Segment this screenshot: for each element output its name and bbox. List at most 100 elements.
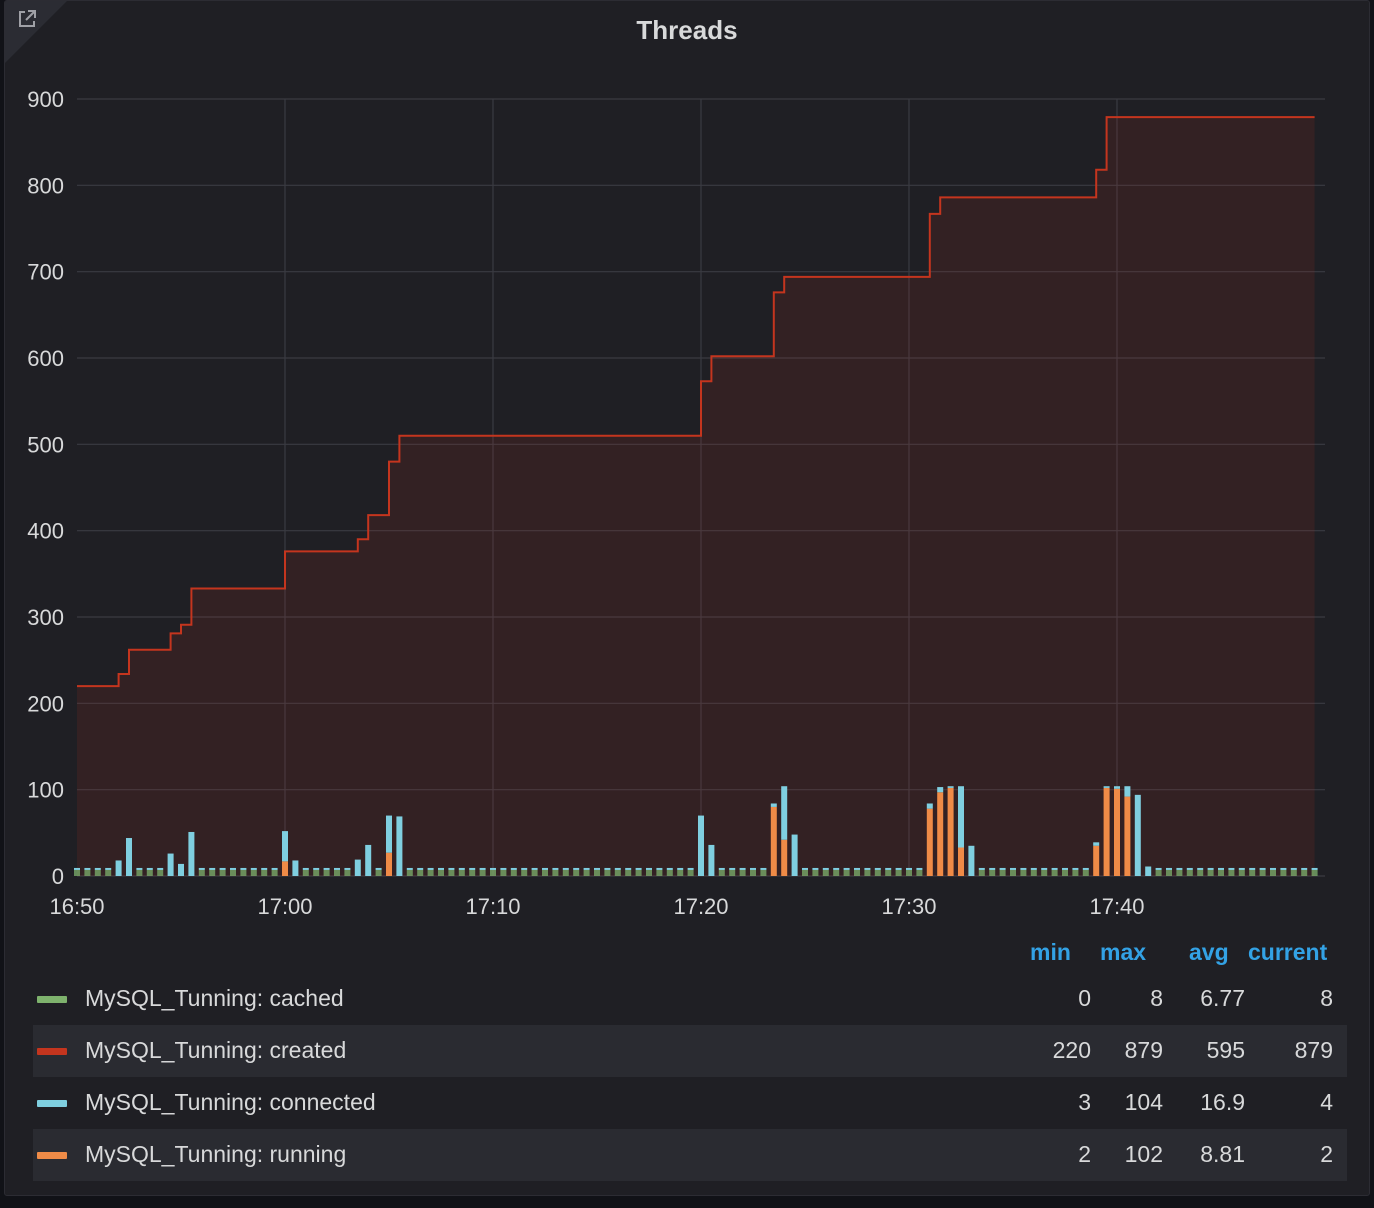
connected-bar xyxy=(250,867,257,870)
x-tick-label: 17:10 xyxy=(465,894,520,919)
connected-bar xyxy=(167,853,174,876)
connected-bar xyxy=(1228,867,1235,870)
legend-column-min[interactable]: min xyxy=(1030,939,1071,965)
connected-bar xyxy=(864,867,871,870)
series-max: 879 xyxy=(1124,1037,1163,1063)
y-tick-label: 400 xyxy=(27,519,64,544)
cached-bar xyxy=(843,869,850,876)
connected-bar xyxy=(354,859,361,876)
cached-bar xyxy=(895,869,902,876)
connected-bar xyxy=(271,867,278,870)
connected-bar xyxy=(1270,867,1276,870)
connected-bar xyxy=(698,815,704,876)
connected-bar xyxy=(1030,867,1037,870)
series-color-swatch[interactable] xyxy=(37,996,67,1003)
connected-bar xyxy=(146,867,153,870)
connected-bar xyxy=(1114,786,1120,789)
cached-bar xyxy=(1238,869,1245,876)
series-name[interactable]: MySQL_Tunning: created xyxy=(85,1037,347,1063)
connected-bar xyxy=(198,867,205,870)
cached-bar xyxy=(1166,869,1172,876)
connected-bar xyxy=(843,867,850,870)
cached-bar xyxy=(84,869,91,876)
connected-bar xyxy=(760,867,767,870)
series-name[interactable]: MySQL_Tunning: connected xyxy=(85,1089,376,1115)
series-color-swatch[interactable] xyxy=(37,1152,67,1159)
connected-bar xyxy=(344,867,351,870)
series-min: 220 xyxy=(1052,1037,1091,1063)
connected-bar xyxy=(1197,867,1204,870)
connected-bar xyxy=(1062,867,1068,870)
cached-bar xyxy=(739,869,746,876)
connected-bar xyxy=(1238,867,1245,870)
series-color-swatch[interactable] xyxy=(37,1100,67,1107)
cached-bar xyxy=(198,869,205,876)
series-max: 8 xyxy=(1150,985,1163,1011)
y-tick-label: 100 xyxy=(27,778,64,803)
connected-bar xyxy=(1072,867,1079,870)
connected-bar xyxy=(313,867,320,870)
connected-bar xyxy=(84,867,91,870)
series-avg: 6.77 xyxy=(1200,985,1245,1011)
running-bar xyxy=(386,852,392,876)
cached-bar xyxy=(1290,869,1297,876)
series-avg: 16.9 xyxy=(1200,1089,1245,1115)
threads-panel: Threads 0 100 200 300 400 500 600 700 800 900 16:5… xyxy=(4,0,1370,1196)
cached-bar xyxy=(271,869,278,876)
cached-bar xyxy=(989,869,996,876)
cached-bar xyxy=(1249,869,1256,876)
cached-bar xyxy=(802,869,808,876)
y-tick-label: 600 xyxy=(27,346,64,371)
external-link-icon[interactable] xyxy=(16,8,38,30)
connected-bar xyxy=(469,867,476,870)
connected-bar xyxy=(178,863,184,876)
cached-bar xyxy=(750,869,756,876)
cached-bar xyxy=(1020,869,1027,876)
cached-bar xyxy=(105,869,112,876)
connected-bar xyxy=(1051,867,1058,870)
connected-bar xyxy=(937,787,944,793)
connected-bar xyxy=(510,867,517,870)
cached-bar xyxy=(344,869,351,876)
connected-bar xyxy=(1249,867,1256,870)
series-current: 879 xyxy=(1294,1037,1333,1063)
connected-bar xyxy=(822,867,829,870)
series-name[interactable]: MySQL_Tunning: cached xyxy=(85,985,344,1011)
legend-column-current[interactable]: current xyxy=(1248,939,1328,965)
cached-bar xyxy=(812,869,819,876)
cached-bar xyxy=(323,869,330,876)
cached-bar xyxy=(240,869,247,876)
cached-bar xyxy=(261,869,268,876)
cached-bar xyxy=(1270,869,1276,876)
cached-bar xyxy=(854,869,860,876)
legend-column-max[interactable]: max xyxy=(1100,939,1147,965)
connected-bar xyxy=(604,867,611,870)
connected-bar xyxy=(1124,786,1131,797)
cached-bar xyxy=(219,869,226,876)
connected-bar xyxy=(708,844,715,876)
x-tick-label: 17:40 xyxy=(1089,894,1144,919)
connected-bar xyxy=(375,867,382,870)
y-tick-label: 200 xyxy=(27,691,64,716)
cached-bar xyxy=(833,869,840,876)
y-tick-label: 500 xyxy=(27,432,64,457)
cached-bar xyxy=(136,869,143,876)
connected-bar xyxy=(386,815,392,853)
connected-bar xyxy=(718,867,725,870)
series-name[interactable]: MySQL_Tunning: running xyxy=(85,1141,347,1167)
connected-bar xyxy=(1010,867,1016,870)
legend-row-connected: MySQL_Tunning: connected 3 104 16.9 4 xyxy=(33,1077,1347,1129)
cached-bar xyxy=(1072,869,1079,876)
panel-title: Threads xyxy=(636,15,738,45)
connected-bar xyxy=(126,838,132,876)
connected-bar xyxy=(1082,867,1089,870)
connected-bar xyxy=(874,867,881,870)
series-color-swatch[interactable] xyxy=(37,1048,67,1055)
cached-bar xyxy=(999,869,1006,876)
cached-bar xyxy=(552,869,559,876)
legend-column-avg[interactable]: avg xyxy=(1189,939,1229,965)
cached-bar xyxy=(573,869,580,876)
cached-bar xyxy=(666,869,673,876)
connected-bar xyxy=(542,867,548,870)
cached-bar xyxy=(1207,869,1214,876)
